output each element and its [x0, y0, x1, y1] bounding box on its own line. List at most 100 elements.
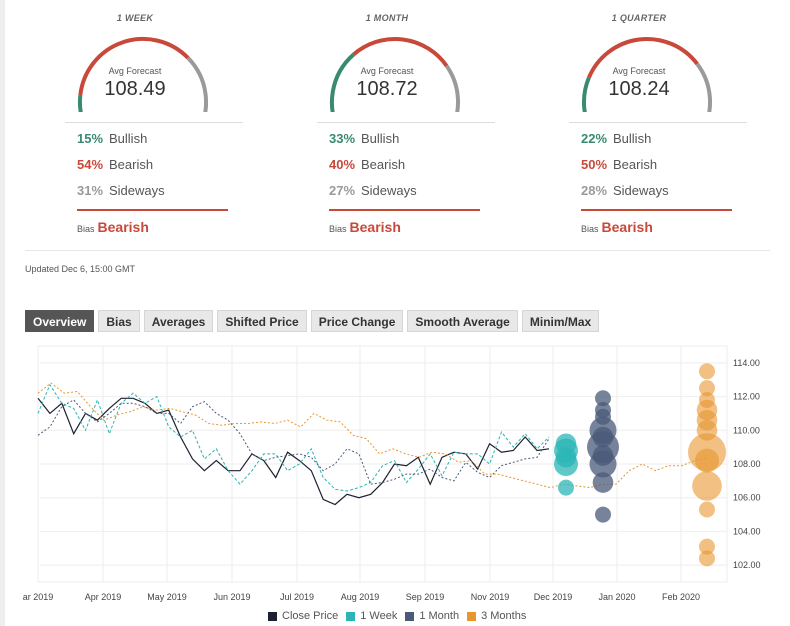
avg-forecast-label: Avg Forecast — [612, 66, 666, 76]
bias-divider — [581, 209, 732, 211]
legend-1-week[interactable]: 1 Week — [346, 610, 397, 622]
tab-minim-max[interactable]: Minim/Max — [521, 310, 600, 332]
x-tick-label: ar 2019 — [23, 592, 54, 602]
section-divider — [25, 250, 770, 251]
avg-forecast-value: 108.24 — [608, 78, 670, 100]
bias-divider — [329, 209, 480, 211]
bias-label: Bias — [581, 224, 599, 234]
forecast-bubble — [692, 471, 722, 501]
y-tick-label: 102.00 — [733, 560, 761, 570]
bullish-label: Bullish — [613, 131, 652, 146]
y-tick-label: 114.00 — [733, 358, 760, 368]
legend-label: Close Price — [282, 610, 339, 622]
tab-shifted-price[interactable]: Shifted Price — [217, 310, 307, 332]
tab-overview[interactable]: Overview — [25, 310, 95, 332]
bearish-row: 54% Bearish — [77, 157, 153, 172]
forecast-bubble — [699, 550, 715, 567]
panel-divider — [569, 122, 747, 123]
avg-forecast-label: Avg Forecast — [108, 66, 162, 76]
forecast-bubble — [699, 380, 715, 397]
bias-indicator: Bias Bearish — [329, 219, 401, 237]
legend-3-months[interactable]: 3 Months — [467, 610, 526, 622]
bias-divider — [77, 209, 228, 211]
bearish-label: Bearish — [613, 157, 658, 172]
forecast-bubble — [589, 450, 617, 478]
1-week-line — [37, 383, 550, 492]
avg-forecast-label: Avg Forecast — [360, 66, 414, 76]
forecast-panel: 1 WEEK Avg Forecast 108.49 15% Bullish 54% Bea… — [10, 0, 260, 250]
sideways-percent: 28% — [581, 183, 608, 198]
bias-indicator: Bias Bearish — [581, 219, 653, 237]
gauge-bullish-arc — [77, 95, 83, 112]
bias-indicator: Bias Bearish — [77, 219, 149, 237]
x-tick-label: May 2019 — [147, 592, 187, 602]
gauge-bearish-arc — [352, 36, 449, 68]
sentiment-gauge — [329, 36, 461, 112]
forecast-bubble — [558, 479, 574, 496]
panel-divider — [65, 122, 243, 123]
bias-value: Bearish — [601, 219, 653, 235]
y-tick-label: 104.00 — [733, 526, 761, 536]
bias-value: Bearish — [97, 219, 149, 235]
gauge-sideways-arc — [445, 64, 461, 112]
forecast-bubble — [595, 390, 611, 407]
bullish-label: Bullish — [361, 131, 400, 146]
forecast-chart: ar 2019 Apr 2019 May 2019 Jun 2019 Jul 2019 A… — [23, 345, 761, 602]
tab-smooth-average[interactable]: Smooth Average — [407, 310, 518, 332]
y-tick-label: 106.00 — [733, 493, 761, 503]
avg-forecast-value: 108.49 — [104, 78, 166, 100]
y-tick-label: 110.00 — [733, 425, 760, 435]
bearish-percent: 40% — [329, 157, 356, 172]
legend-swatch — [467, 611, 477, 621]
sideways-row: 27% Sideways — [329, 183, 417, 198]
tab-averages[interactable]: Averages — [143, 310, 214, 332]
forecast-bubble — [595, 506, 611, 523]
tab-bias[interactable]: Bias — [98, 310, 140, 332]
gauge-sideways-arc — [695, 62, 712, 112]
bias-value: Bearish — [349, 219, 401, 235]
legend-swatch — [268, 611, 277, 621]
bearish-row: 50% Bearish — [581, 157, 657, 172]
forecast-bubble — [554, 452, 578, 476]
bullish-percent: 22% — [581, 131, 608, 146]
panel-divider — [317, 122, 495, 123]
gauge-bearish-arc — [78, 36, 190, 96]
bearish-percent: 54% — [77, 157, 104, 172]
x-tick-label: Sep 2019 — [406, 592, 445, 602]
bullish-percent: 33% — [329, 131, 356, 146]
1-month-line — [37, 399, 550, 485]
x-tick-label: Dec 2019 — [534, 592, 573, 602]
forecast-bubble — [695, 448, 719, 473]
gauge-sideways-arc — [186, 56, 209, 112]
sentiment-gauge — [77, 36, 209, 112]
forecast-panel: 1 MONTH Avg Forecast 108.72 33% Bullish 40% Be… — [262, 0, 512, 250]
legend-1-month[interactable]: 1 Month — [405, 610, 459, 622]
bullish-row: 15% Bullish — [77, 131, 147, 146]
sideways-label: Sideways — [613, 183, 669, 198]
sideways-row: 31% Sideways — [77, 183, 165, 198]
sideways-row: 28% Sideways — [581, 183, 669, 198]
panel-title: 1 WEEK — [116, 13, 154, 23]
legend-swatch — [346, 611, 356, 621]
y-tick-label: 112.00 — [733, 392, 760, 402]
sentiment-gauge — [581, 36, 712, 112]
x-tick-label: Aug 2019 — [341, 592, 380, 602]
gauge-bearish-arc — [587, 36, 699, 79]
panel-title: 1 QUARTER — [611, 13, 667, 23]
bearish-label: Bearish — [361, 157, 406, 172]
bearish-percent: 50% — [581, 157, 608, 172]
bias-label: Bias — [77, 224, 95, 234]
legend-close-price[interactable]: Close Price — [268, 610, 338, 622]
forecast-bubble — [592, 472, 614, 493]
chart-tabs: Overview Bias Averages Shifted Price Pri… — [25, 310, 603, 332]
x-tick-label: Feb 2020 — [662, 592, 700, 602]
close-price-line — [37, 397, 550, 506]
sideways-percent: 31% — [77, 183, 104, 198]
gauge-bullish-arc — [581, 76, 591, 112]
forecast-bubble — [699, 538, 715, 555]
avg-forecast-value: 108.72 — [356, 78, 418, 100]
x-tick-label: Apr 2019 — [85, 592, 122, 602]
y-tick-label: 108.00 — [733, 459, 761, 469]
tab-price-change[interactable]: Price Change — [310, 310, 404, 332]
forecast-bubble — [699, 501, 715, 518]
